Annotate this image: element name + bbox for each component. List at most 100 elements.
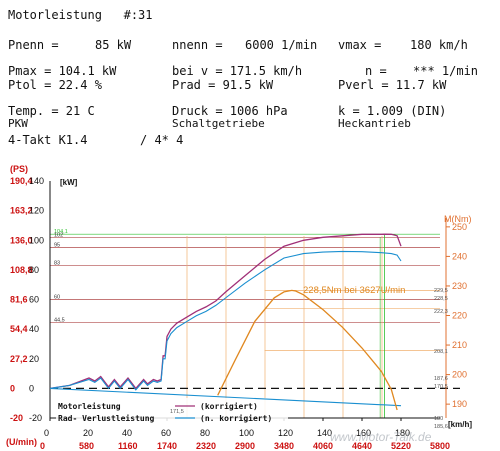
x-tick-label: 60 [161, 428, 171, 438]
legend-label-2b: (n. korrigiert) [200, 413, 272, 423]
right-value-label: 208,1 [434, 349, 448, 355]
x-tick-label: 80 [200, 428, 210, 438]
right-value-label: 185,6 [434, 424, 448, 430]
watermark: www.Motor-Talk.de [330, 430, 432, 444]
right-value-label: 187,6 [434, 376, 448, 382]
test-id: #:31 [123, 8, 153, 22]
x-tick-label: 120 [278, 428, 293, 438]
vmax-value: 180 km/h [410, 38, 468, 52]
rpm-tick-label: 1160 [118, 441, 138, 451]
x-unit-label: [km/h] [448, 420, 472, 429]
rpm-tick-label: 2320 [196, 441, 216, 451]
pkw-text: PKW [8, 117, 28, 130]
wheel-power-curve [49, 250, 402, 391]
kw-tick-label: 0 [29, 383, 34, 393]
ps-tick-label: 136,0 [10, 235, 33, 245]
right-value-label: 229,5 [434, 288, 448, 294]
torque-annotation: 228,5Nm bei 3627U/min [303, 285, 405, 296]
torque-tick-label: 240 [452, 251, 467, 261]
inline-label: 104,1 [54, 229, 68, 235]
loss-curve [49, 387, 402, 407]
ps-unit-label: (PS) [10, 164, 28, 174]
legend-label-1: Motorleistung [58, 401, 121, 411]
inline-label: 95 [54, 243, 60, 249]
kw-tick-label: 20 [29, 354, 39, 364]
ps-tick-label: 54,4 [10, 324, 28, 334]
torque-tick-label: 250 [452, 222, 467, 232]
rpm-tick-label: 1740 [157, 441, 177, 451]
x-tick-label: 140 [317, 428, 332, 438]
chart-grid [50, 233, 440, 418]
rpm-unit-label: (U/min) [6, 437, 37, 447]
nnenn-label: nnenn = [172, 38, 223, 52]
schalt-text: Schaltgetriebe [172, 117, 265, 130]
rpm-tick-label: 4640 [352, 441, 372, 451]
ps-tick-label: 108,8 [10, 265, 33, 275]
x-tick-label: 40 [122, 428, 132, 438]
x-tick-label: 160 [356, 428, 371, 438]
rpm-tick-label: 2900 [235, 441, 255, 451]
chart-labels: 104,110295836044,5190,4140163,2120136,01… [6, 164, 472, 451]
right-value-label: 222,3 [434, 309, 448, 315]
inline-label: 102 [54, 232, 63, 238]
temp-text: Temp. = 21 C [8, 104, 95, 118]
kw-tick-label: 80 [29, 265, 39, 275]
torque-tick-label: 230 [452, 281, 467, 291]
x-tick-label: 0 [44, 428, 49, 438]
pverl-text: Pverl = 11.7 kW [338, 78, 447, 92]
torque-tick-label: 190 [452, 399, 467, 409]
n-label: n = [365, 64, 387, 78]
vmax-mark-label: 171,5 [170, 409, 184, 415]
power-curve [49, 233, 402, 390]
pnenn-value: 85 kW [95, 38, 132, 52]
kw-tick-label: 40 [29, 324, 39, 334]
legend-box [56, 398, 288, 432]
right-value-label: 180 [434, 416, 443, 422]
ps-tick-label: 163,2 [10, 206, 33, 216]
inline-label: 83 [54, 260, 60, 266]
chart-series [49, 233, 402, 411]
ps-tick-label: 27,2 [10, 354, 28, 364]
ps-tick-label: -20 [10, 413, 23, 423]
chart-axes [49, 181, 460, 432]
rpm-tick-label: 3480 [274, 441, 294, 451]
kw-tick-label: 120 [29, 206, 44, 216]
gear-text: / 4* 4 [140, 133, 184, 147]
ps-tick-label: 81,6 [10, 295, 28, 305]
kw-tick-label: 100 [29, 235, 44, 245]
rpm-tick-label: 5800 [430, 441, 450, 451]
torque-unit-label: M(Nm) [444, 214, 472, 224]
x-tick-label: 180 [395, 428, 410, 438]
chart-title-line: Motorleistung #:31 [8, 8, 153, 22]
torque-tick-label: 220 [452, 311, 467, 321]
bei-v-text: bei v = 171.5 km/h [172, 64, 303, 78]
k-text: k = 1.009 (DIN) [338, 104, 447, 118]
pnenn-label: Pnenn = [8, 38, 59, 52]
x-tick-label: 20 [83, 428, 93, 438]
rpm-tick-label: 5220 [391, 441, 411, 451]
takt-text: 4-Takt K1.4 [8, 133, 88, 147]
prad-text: Prad = 91.5 kW [172, 78, 274, 92]
nnenn-value: 6000 1/min [245, 38, 318, 52]
torque-tick-label: 200 [452, 370, 467, 380]
rpm-tick-label: 0 [40, 441, 45, 451]
vmax-label: vmax = [338, 38, 382, 52]
rpm-tick-label: 4060 [313, 441, 333, 451]
x-tick-label: 100 [239, 428, 254, 438]
torque-tick-label: 210 [452, 340, 467, 350]
druck-text: Druck = 1006 hPa [172, 104, 288, 118]
pmax-text: Pmax = 104.1 kW [8, 64, 117, 78]
ptol-text: Ptol = 22.4 % [8, 78, 102, 92]
kw-unit-label: [kW] [60, 178, 78, 187]
inline-label: 60 [54, 295, 60, 301]
kw-tick-label: -20 [29, 413, 42, 423]
inline-label: 44,5 [54, 317, 65, 323]
legend-label-2: Rad- Verlustleistung [58, 413, 155, 423]
legend-label-1b: (korrigiert) [200, 401, 258, 411]
right-value-label: 170,5 [434, 384, 448, 390]
right-value-label: 228,5 [434, 296, 448, 302]
ps-tick-label: 190,4 [10, 176, 33, 186]
torque-curve [217, 289, 398, 411]
chart-title: Motorleistung [8, 8, 102, 22]
